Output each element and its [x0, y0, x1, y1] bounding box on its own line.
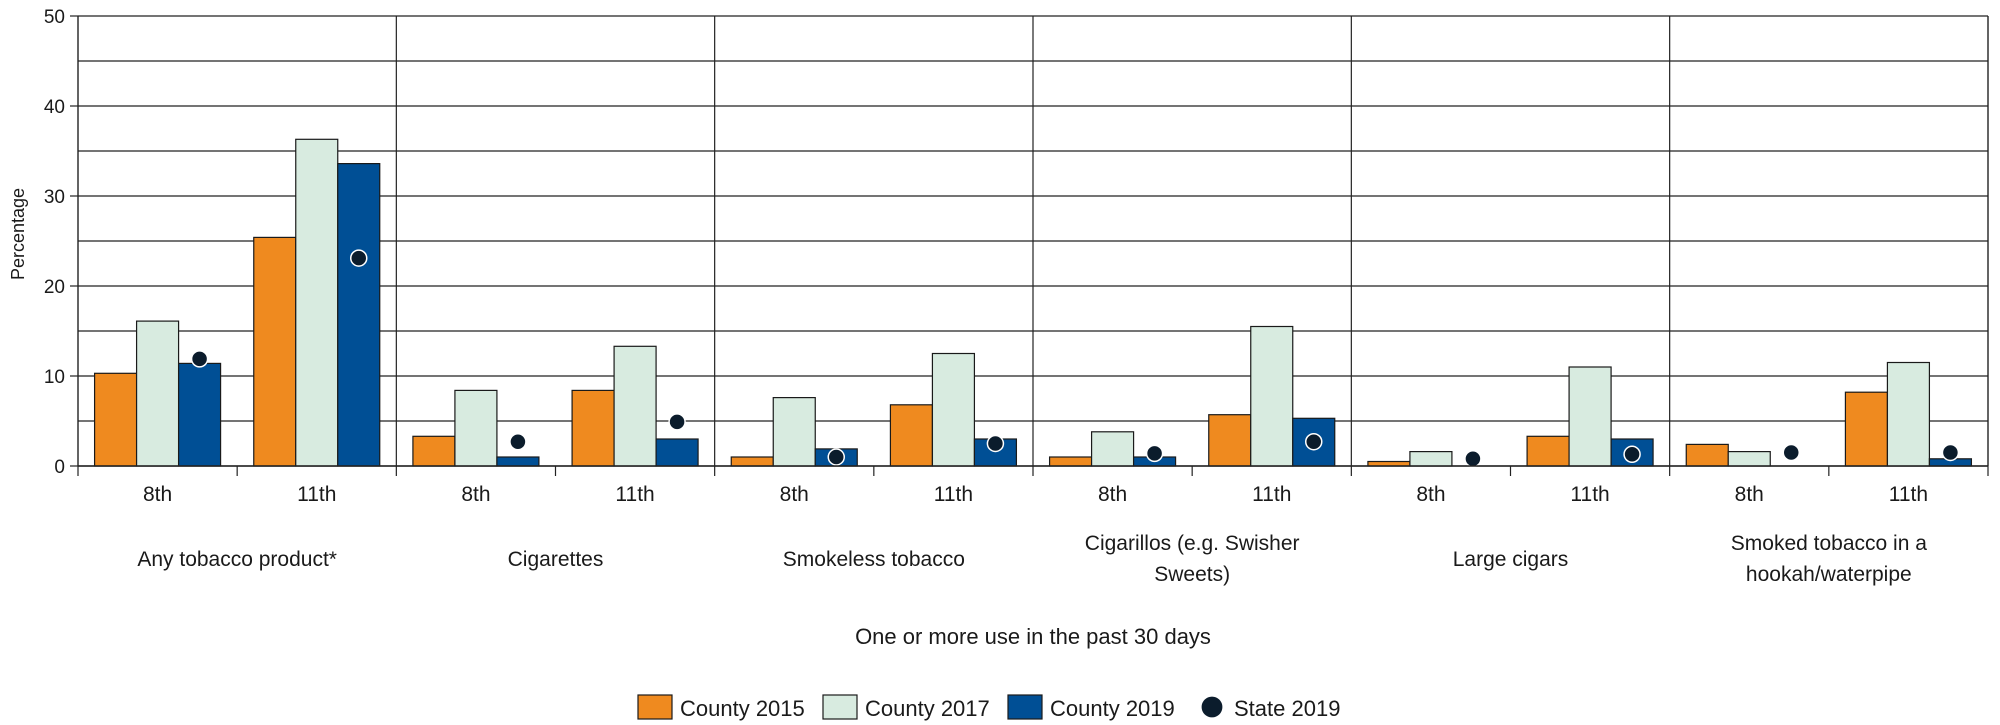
y-tick-label: 50	[44, 7, 65, 28]
x-subcategory-label: 8th	[461, 483, 490, 506]
bar-county-2017	[1250, 325, 1294, 467]
bar-county-2017	[1568, 366, 1612, 467]
points	[190, 249, 1960, 468]
point-state-2019	[1145, 444, 1164, 463]
x-group-label: Cigarillos (e.g. Swisher	[1085, 532, 1300, 555]
x-group-label: hookah/waterpipe	[1746, 563, 1912, 586]
bar-county-2019	[177, 362, 222, 467]
bar-county-2017	[613, 345, 657, 467]
y-tick-label: 40	[44, 97, 65, 118]
legend-label: County 2019	[1050, 696, 1175, 721]
x-group-label: Any tobacco product*	[137, 548, 337, 571]
bar-county-2017	[1886, 361, 1931, 467]
legend-label: State 2019	[1234, 696, 1340, 721]
bar-county-2015	[93, 372, 138, 467]
point-state-2019	[1782, 443, 1800, 462]
bar-county-2019	[337, 163, 381, 467]
legend-label: County 2015	[680, 696, 805, 721]
x-subcategory-label: 8th	[780, 483, 809, 506]
legend-swatch	[822, 694, 858, 720]
x-group-label: Sweets)	[1154, 563, 1230, 586]
x-axis-title: One or more use in the past 30 days	[855, 624, 1211, 649]
point-state-2019	[1941, 443, 1960, 462]
x-subcategory-label: 11th	[297, 483, 336, 506]
labels: Percentage One or more use in the past 3…	[8, 7, 1928, 649]
legend-swatch	[637, 694, 673, 720]
x-subcategory-label: 11th	[1570, 483, 1609, 506]
bar-county-2015	[1208, 414, 1252, 467]
x-group-label: Large cigars	[1453, 548, 1569, 571]
x-group-label: Smoked tobacco in a	[1731, 532, 1927, 555]
x-subcategory-label: 8th	[1098, 483, 1127, 506]
x-subcategory-label: 11th	[615, 483, 654, 506]
point-state-2019	[190, 350, 209, 368]
bar-county-2015	[1685, 443, 1729, 467]
bar-county-2017	[135, 320, 180, 467]
point-state-2019	[1464, 450, 1482, 468]
bar-county-2015	[412, 435, 456, 467]
bar-county-2019	[655, 438, 699, 467]
x-group-label: Cigarettes	[508, 548, 604, 571]
bar-county-2017	[1727, 451, 1771, 467]
bar-county-2017	[1409, 451, 1453, 467]
x-subcategory-label: 8th	[1416, 483, 1445, 506]
legend-swatch	[1007, 694, 1043, 720]
x-subcategory-label: 11th	[934, 483, 973, 506]
point-state-2019	[509, 432, 527, 451]
x-subcategory-label: 8th	[1735, 483, 1764, 506]
x-group-label: Smokeless tobacco	[783, 548, 965, 571]
bar-county-2015	[253, 236, 297, 467]
bar-county-2015	[571, 389, 615, 467]
bar-county-2019	[496, 456, 540, 467]
point-state-2019	[1305, 432, 1323, 451]
point-state-2019	[1623, 445, 1641, 464]
bar-county-2017	[772, 397, 816, 467]
legend-marker	[1200, 695, 1224, 719]
legend: County 2015 County 2017 County 2019 State 2…	[637, 694, 1340, 721]
x-subcategory-label: 8th	[143, 483, 172, 506]
bar-county-2017	[1090, 431, 1135, 467]
point-state-2019	[827, 448, 845, 466]
y-axis-title: Percentage	[8, 188, 28, 280]
y-tick-label: 0	[54, 457, 65, 478]
bar-county-2015	[1048, 456, 1093, 467]
grid	[78, 15, 1988, 467]
point-state-2019	[668, 413, 686, 431]
bar-county-2015	[1526, 435, 1570, 467]
bar-county-2015	[1844, 391, 1889, 467]
y-tick-label: 10	[44, 367, 65, 388]
x-subcategory-label: 11th	[1252, 483, 1291, 506]
bar-county-2015	[730, 456, 774, 467]
x-subcategory-label: 11th	[1889, 483, 1928, 506]
y-tick-label: 30	[44, 187, 65, 208]
point-state-2019	[986, 434, 1005, 453]
point-state-2019	[350, 249, 368, 267]
legend-label: County 2017	[865, 696, 990, 721]
y-tick-label: 20	[44, 277, 65, 298]
bar-county-2015	[889, 404, 934, 467]
axes	[70, 15, 1989, 476]
bar-county-2017	[931, 352, 976, 467]
bar-county-2017	[295, 138, 339, 467]
bar-county-2017	[454, 389, 498, 467]
